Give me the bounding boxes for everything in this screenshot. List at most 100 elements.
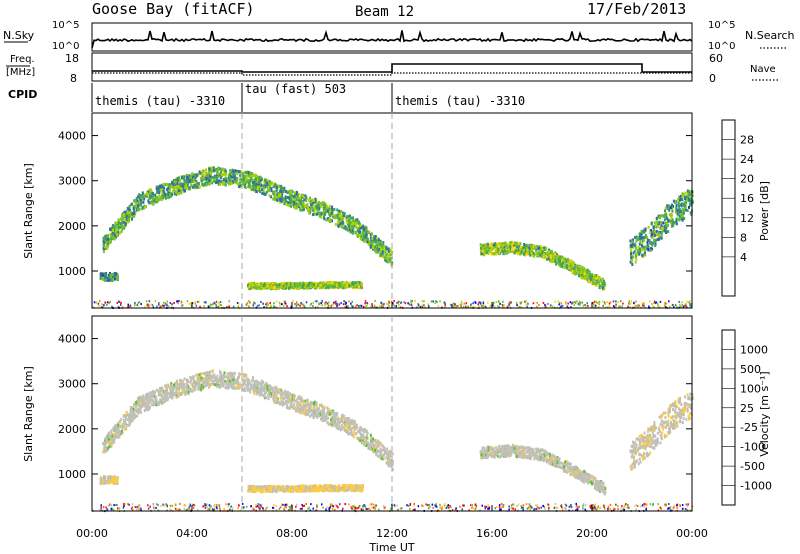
data-cell xyxy=(688,197,691,201)
data-cell xyxy=(649,300,651,303)
data-cell xyxy=(499,302,501,305)
data-cell xyxy=(520,250,523,254)
station-title: Goose Bay (fitACF) xyxy=(92,0,255,18)
data-cell xyxy=(688,205,690,209)
data-cell xyxy=(645,236,648,240)
data-cell xyxy=(514,249,516,253)
data-cell xyxy=(138,196,141,200)
data-cell xyxy=(128,215,131,219)
data-cell xyxy=(213,178,216,182)
data-cell xyxy=(573,261,575,265)
data-cell xyxy=(463,302,465,305)
data-cell xyxy=(180,176,183,180)
data-cell xyxy=(246,302,249,305)
data-cell xyxy=(485,243,488,247)
data-cell xyxy=(238,302,240,305)
data-cell xyxy=(359,304,361,307)
data-cell xyxy=(587,269,590,273)
data-cell xyxy=(328,212,330,216)
data-cell xyxy=(315,205,317,209)
data-cell xyxy=(575,268,578,272)
data-cell xyxy=(557,257,560,261)
data-cell xyxy=(338,215,341,219)
data-cell xyxy=(390,300,393,303)
data-cell xyxy=(496,245,499,249)
data-cell xyxy=(680,194,682,198)
data-cell xyxy=(107,432,110,436)
data-cell xyxy=(130,202,133,206)
data-cell xyxy=(373,237,376,241)
data-cell xyxy=(171,185,174,189)
data-cell xyxy=(502,305,504,308)
data-cell xyxy=(582,268,585,272)
data-cell xyxy=(109,273,112,277)
data-cell xyxy=(334,281,337,285)
data-cell xyxy=(282,197,285,201)
data-cell xyxy=(162,304,164,307)
data-cell xyxy=(639,239,642,243)
data-cell xyxy=(347,305,349,307)
data-cell xyxy=(258,183,261,187)
data-cell xyxy=(220,168,223,172)
data-cell xyxy=(557,261,560,265)
data-cell xyxy=(372,246,374,250)
data-cell xyxy=(128,211,131,215)
data-cell xyxy=(104,275,107,279)
data-cell xyxy=(164,303,167,306)
data-cell xyxy=(172,184,175,188)
data-cell xyxy=(163,192,166,196)
data-cell xyxy=(281,394,284,398)
data-cell xyxy=(205,301,207,304)
data-cell xyxy=(576,264,579,268)
data-cell xyxy=(571,301,574,304)
data-cell xyxy=(309,196,312,200)
data-cell xyxy=(497,247,500,251)
data-cell xyxy=(280,199,283,203)
data-cell xyxy=(460,300,463,303)
data-cell xyxy=(117,221,120,224)
data-cell xyxy=(263,396,266,400)
data-cell xyxy=(217,166,220,170)
data-cell xyxy=(183,185,186,189)
data-cell xyxy=(224,176,227,180)
data-cell xyxy=(381,241,384,245)
data-cell xyxy=(336,282,339,286)
data-cell xyxy=(263,184,266,188)
data-cell xyxy=(598,306,600,309)
data-cell xyxy=(594,282,597,286)
data-cell xyxy=(659,300,662,303)
data-cell xyxy=(603,301,606,304)
data-cell xyxy=(280,195,283,199)
data-cell xyxy=(171,181,174,184)
data-cell xyxy=(302,281,305,285)
data-cell xyxy=(205,179,208,183)
data-cell xyxy=(285,199,287,203)
data-cell xyxy=(352,216,354,220)
data-cell xyxy=(109,439,112,443)
data-cell xyxy=(374,300,376,302)
data-cell xyxy=(307,286,310,290)
data-cell xyxy=(233,172,236,176)
data-cell xyxy=(591,275,593,279)
data-cell xyxy=(456,304,458,307)
data-cell xyxy=(586,270,589,274)
data-cell xyxy=(444,302,446,304)
data-cell xyxy=(266,181,269,185)
data-cell xyxy=(390,450,393,454)
data-cell xyxy=(219,176,222,180)
data-cell xyxy=(288,197,291,200)
data-cell xyxy=(565,265,568,269)
data-cell xyxy=(285,302,287,305)
data-cell xyxy=(526,251,529,255)
data-cell xyxy=(326,217,329,220)
data-cell xyxy=(542,246,545,250)
data-cell xyxy=(478,305,480,308)
data-cell xyxy=(628,300,630,303)
data-cell xyxy=(466,305,468,308)
data-cell xyxy=(385,246,388,250)
data-cell xyxy=(629,260,632,264)
data-cell xyxy=(219,373,222,377)
data-cell xyxy=(275,390,278,394)
data-cell xyxy=(527,250,530,253)
data-cell xyxy=(677,198,679,202)
